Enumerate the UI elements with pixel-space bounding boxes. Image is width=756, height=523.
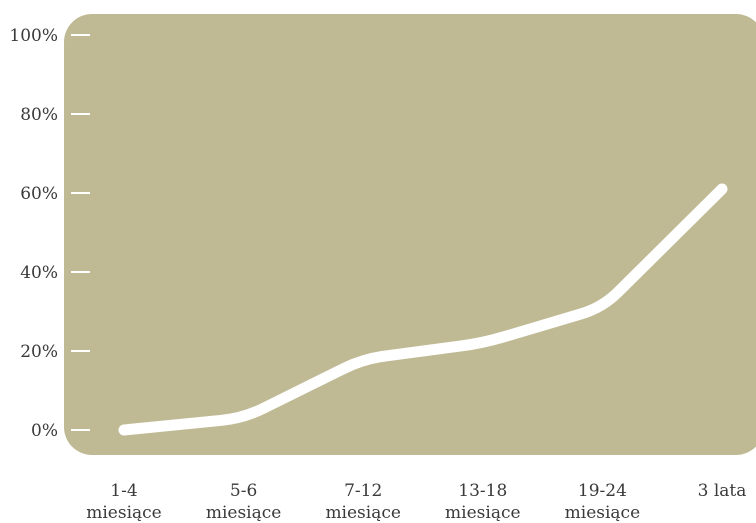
x-tick-label: 1-4 miesiące <box>86 481 162 523</box>
y-axis: 0% 20% 40% 60% 80% 100% <box>9 26 90 441</box>
x-tick-label: 19-24 miesiące <box>565 481 641 523</box>
series-line <box>118 183 728 436</box>
x-tick-label: 7-12 miesiące <box>325 481 401 523</box>
x-tick-label: 13-18 miesiące <box>445 481 521 523</box>
plot-background <box>64 14 756 455</box>
y-tick-label: 40% <box>20 263 58 283</box>
x-tick-label: 3 lata <box>698 481 747 501</box>
y-tick-label: 0% <box>31 421 58 441</box>
y-tick-label: 80% <box>20 105 58 125</box>
x-axis: 1-4 miesiące 5-6 miesiące 7-12 miesiące 13-18 m… <box>86 481 746 523</box>
x-tick-label: 5-6 miesiące <box>206 481 282 523</box>
y-tick-label: 100% <box>9 26 58 46</box>
y-tick-label: 20% <box>20 342 58 362</box>
y-tick-label: 60% <box>20 184 58 204</box>
